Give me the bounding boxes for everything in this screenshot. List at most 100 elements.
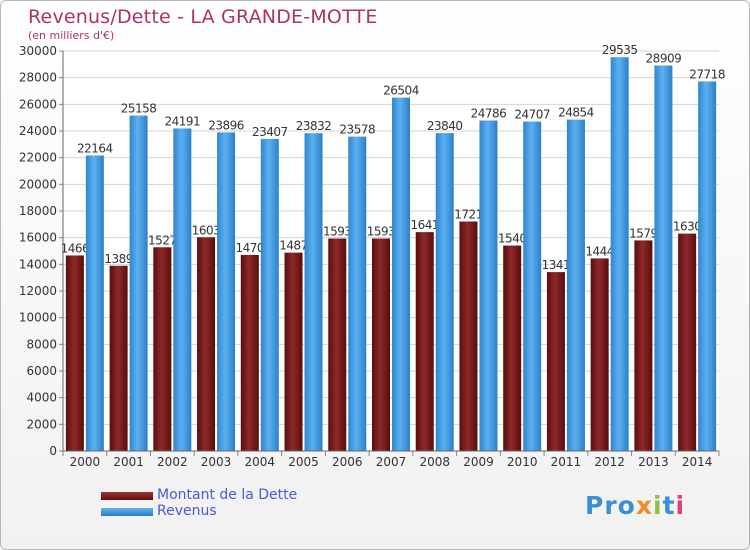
- x-tick-label: 2006: [332, 455, 363, 469]
- x-tick-label: 2010: [507, 455, 538, 469]
- y-tick-label: 30000: [19, 44, 57, 58]
- y-tick-label: 24000: [19, 124, 57, 138]
- data-label-revenus: 29535: [602, 43, 638, 57]
- data-label-dette: 1593: [367, 225, 396, 239]
- bar-revenus: [173, 128, 192, 451]
- y-tick-label: 26000: [19, 97, 57, 111]
- x-tick-label: 2013: [638, 455, 669, 469]
- data-label-dette: 1641: [410, 218, 439, 232]
- bar-dette: [65, 255, 84, 451]
- data-label-revenus: 23407: [252, 125, 288, 139]
- data-label-revenus: 23578: [339, 123, 375, 137]
- bar-revenus: [304, 133, 323, 452]
- data-label-revenus: 24786: [471, 107, 507, 121]
- y-tick-label: 4000: [26, 391, 57, 405]
- bar-dette: [328, 238, 347, 451]
- bar-revenus: [698, 81, 717, 451]
- data-label-dette: 1389: [104, 252, 133, 266]
- plot-area: [63, 51, 719, 451]
- bar-dette: [546, 272, 565, 451]
- data-label-dette: 1466: [61, 241, 90, 255]
- logo-letter: o: [617, 491, 636, 520]
- legend-swatch-revenus: [101, 508, 153, 516]
- bar-dette: [503, 245, 522, 451]
- data-label-revenus: 22164: [77, 141, 113, 155]
- y-tick-label: 18000: [19, 204, 57, 218]
- data-label-dette: 1721: [454, 208, 483, 222]
- bar-revenus: [85, 155, 104, 452]
- data-label-dette: 1630: [673, 220, 702, 234]
- data-label-dette: 1540: [498, 232, 527, 246]
- bar-revenus: [260, 138, 279, 451]
- x-tick-label: 2009: [463, 455, 494, 469]
- legend-label-dette: Montant de la Dette: [157, 487, 298, 503]
- logo-letter: i: [675, 491, 686, 520]
- data-label-revenus: 24191: [164, 114, 200, 128]
- bar-dette: [197, 237, 216, 451]
- x-tick-label: 2003: [201, 455, 232, 469]
- y-tick-label: 2000: [26, 417, 57, 431]
- y-tick-label: 22000: [19, 151, 57, 165]
- data-label-revenus: 27718: [689, 67, 725, 81]
- y-tick-label: 14000: [19, 257, 57, 271]
- logo-letter: i: [653, 491, 663, 520]
- bar-dette: [109, 265, 128, 451]
- x-tick-label: 2000: [70, 455, 101, 469]
- data-label-revenus: 23832: [296, 119, 332, 133]
- x-tick-label: 2005: [288, 455, 319, 469]
- y-tick-label: 8000: [26, 337, 57, 351]
- bar-revenus: [392, 97, 410, 451]
- bar-dette: [153, 247, 172, 451]
- bar-revenus: [566, 119, 585, 451]
- bar-revenus: [129, 115, 148, 451]
- y-tick-label: 16000: [19, 231, 57, 245]
- bar-dette: [372, 238, 390, 451]
- data-label-revenus: 24707: [514, 108, 550, 122]
- bar-revenus: [435, 133, 454, 451]
- bar-revenus: [523, 121, 542, 451]
- bar-dette: [459, 221, 478, 451]
- data-label-dette: 1470: [236, 241, 265, 255]
- y-tick-label: 12000: [19, 284, 57, 298]
- data-label-dette: 1579: [629, 226, 658, 240]
- logo-letter: t: [662, 491, 676, 520]
- legend-swatch-dette: [101, 492, 153, 500]
- logo-letter: P: [585, 491, 605, 520]
- bar-dette: [284, 252, 303, 451]
- legend-label-revenus: Revenus: [157, 503, 217, 519]
- data-label-dette: 1593: [323, 224, 352, 238]
- data-label-revenus: 23840: [427, 119, 463, 133]
- y-tick-label: 6000: [26, 364, 57, 378]
- chart-subtitle: (en milliers d'€): [28, 29, 115, 42]
- bar-revenus: [348, 136, 367, 452]
- data-label-revenus: 26504: [383, 84, 419, 98]
- proxiti-logo: Proxiti: [585, 491, 685, 520]
- data-label-revenus: 28909: [646, 52, 682, 66]
- data-label-dette: 1527: [148, 233, 177, 247]
- logo-letter: r: [604, 491, 618, 520]
- x-tick-label: 2004: [245, 455, 276, 469]
- data-label-dette: 1341: [542, 258, 571, 272]
- x-tick-label: 2001: [113, 455, 144, 469]
- x-tick-label: 2007: [376, 455, 407, 469]
- y-tick-label: 20000: [19, 177, 57, 191]
- data-label-dette: 1444: [585, 244, 614, 258]
- bar-revenus: [479, 120, 498, 452]
- bar-revenus: [654, 65, 673, 452]
- y-tick-label: 0: [49, 444, 57, 458]
- bar-dette: [240, 254, 259, 451]
- y-tick-label: 28000: [19, 71, 57, 85]
- data-label-dette: 1487: [279, 239, 308, 253]
- data-label-revenus: 25158: [121, 102, 157, 116]
- bar-dette: [678, 233, 697, 451]
- bar-revenus: [610, 57, 629, 451]
- bar-dette: [590, 258, 609, 451]
- y-tick-label: 10000: [19, 311, 57, 325]
- logo-letter: x: [635, 491, 653, 520]
- data-label-revenus: 23896: [208, 118, 244, 132]
- x-tick-label: 2008: [419, 455, 450, 469]
- x-tick-label: 2012: [594, 455, 625, 469]
- bar-revenus: [217, 132, 236, 452]
